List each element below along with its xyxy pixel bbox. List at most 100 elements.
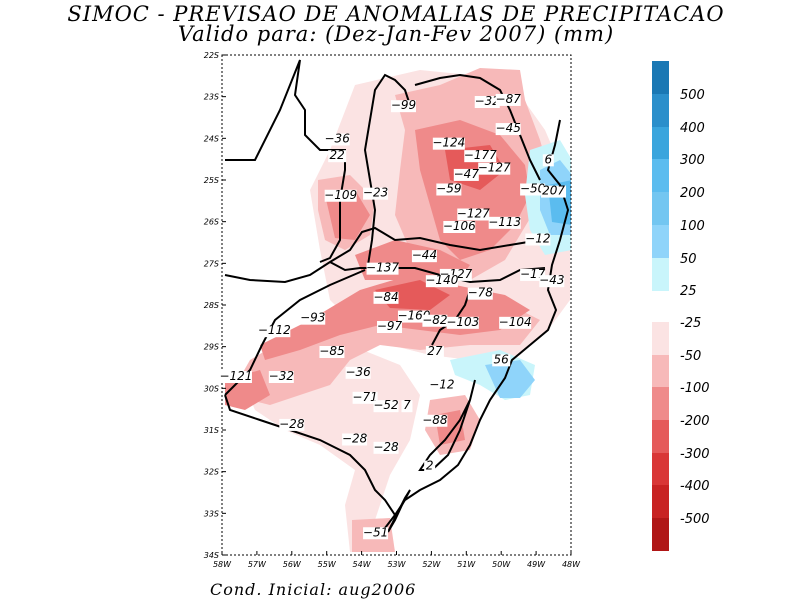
lat-tick-label: 26S	[204, 218, 219, 227]
contour-label-bg	[258, 325, 291, 338]
contour-label-bg	[352, 391, 378, 404]
colorbar-neg-1	[652, 322, 669, 355]
river-border-4	[224, 394, 396, 516]
contour-label-bg	[373, 400, 399, 413]
anomaly-region-dark-2	[260, 275, 530, 360]
contour-label-bg	[425, 275, 458, 288]
contour-label: −84	[373, 290, 398, 304]
colorbar-label-100: 100	[680, 219, 705, 234]
contour-label: −87	[496, 92, 522, 106]
colorbar-neg-4	[652, 420, 669, 453]
colorbar-label-neg50: -50	[680, 349, 701, 364]
contour-label-bg	[342, 433, 368, 446]
contour-label: 22	[330, 148, 345, 162]
colorbar-pos-5	[652, 192, 669, 225]
contour-label: −82	[422, 313, 447, 327]
contour-label-bg	[377, 321, 403, 333]
contour-label-bg	[541, 185, 567, 198]
contour-label: −12	[429, 377, 454, 391]
colorbar-neg-2	[652, 355, 669, 387]
contour-label-bg	[432, 137, 465, 150]
contour-label-bg	[268, 371, 294, 383]
initial-condition-note: Cond. Inicial: aug2006	[210, 580, 417, 599]
colorbar-label-neg300: -300	[680, 447, 710, 462]
contour-label: −140	[425, 273, 458, 287]
lat-tick-label: 23S	[204, 93, 219, 102]
contour-label: −32	[475, 94, 500, 108]
contour-label: −28	[342, 432, 368, 446]
contour-label: 6	[544, 152, 552, 166]
colorbar-pos-7	[652, 258, 669, 291]
contour-label: −78	[468, 286, 494, 300]
contour-label-bg	[488, 216, 521, 229]
anomaly-field	[224, 59, 571, 552]
contour-label-bg	[478, 162, 511, 175]
lon-tick-label: 55W	[318, 560, 337, 569]
contour-label: −85	[319, 344, 344, 358]
contour-label-bg	[425, 346, 444, 358]
contour-label: −113	[488, 215, 521, 229]
contour-label-bg	[492, 354, 511, 367]
colorbar-neg-6	[652, 485, 669, 518]
lon-tick-label: 51W	[457, 560, 476, 569]
contour-label-bg	[324, 133, 350, 146]
lon-tick-label: 58W	[213, 560, 232, 569]
colorbar-label-neg25: -25	[680, 316, 701, 331]
contour-label-bg	[495, 123, 521, 136]
contour-label: −121	[219, 369, 252, 383]
contour-label-bg	[373, 441, 399, 454]
contour-label: −44	[412, 248, 437, 262]
lat-tick-label: 31S	[204, 426, 219, 435]
state-border-1	[224, 226, 541, 284]
contour-label: −47	[454, 167, 480, 181]
contour-label-bg	[363, 527, 389, 540]
lon-tick-label: 50W	[492, 560, 511, 569]
lon-tick-label: 53W	[387, 560, 406, 569]
contour-label-bg	[464, 150, 497, 163]
contour-label-bg	[401, 400, 413, 413]
contour-label: −106	[443, 219, 476, 233]
contour-label-bg	[520, 268, 546, 281]
contour-label-bg	[219, 371, 252, 383]
contour-label: −71	[352, 390, 377, 404]
lat-tick-label: 28S	[204, 301, 219, 310]
contour-label: −127	[457, 207, 490, 221]
map-subtitle: Valido para: (Dez-Jan-Fev 2007) (mm)	[177, 22, 615, 46]
contour-label-bg	[300, 312, 326, 325]
contour-label: 27	[427, 344, 443, 358]
colorbar-label-400: 400	[680, 121, 705, 136]
lon-tick-label: 56W	[283, 560, 302, 569]
contour-label-bg	[467, 287, 493, 300]
lat-tick-label: 33S	[204, 509, 219, 518]
colorbar-neg-5	[652, 453, 669, 485]
contour-label-bg	[422, 314, 448, 327]
colorbar-label-300: 300	[680, 153, 705, 168]
contour-label-bg	[324, 189, 357, 202]
contour-label: −43	[539, 273, 564, 287]
contour-label: −177	[464, 148, 497, 162]
state-border-2	[225, 59, 346, 263]
contour-label: −59	[436, 182, 461, 196]
map-title: SIMOC - PREVISAO DE ANOMALIAS DE PRECIPI…	[67, 2, 725, 26]
lat-tick-label: 25S	[204, 176, 219, 185]
contour-label-bg	[279, 418, 305, 431]
contour-label: −137	[366, 261, 399, 275]
contour-label-bg	[422, 414, 448, 427]
contour-label: −32	[269, 369, 294, 383]
contour-label-bg	[345, 366, 371, 379]
contour-label: −28	[373, 440, 399, 454]
colorbar-pos-1	[652, 61, 669, 94]
lat-tick-label: 24S	[204, 134, 219, 143]
latitude-axis: 22S 23S 24S 25S 26S 27S 28S 29S 30S 31S 32S 33S 34S	[204, 51, 226, 560]
contour-label: −17	[520, 267, 546, 281]
contour-label: 56	[494, 352, 510, 366]
colorbar-label-50: 50	[680, 252, 697, 267]
colorbar-label-neg400: -400	[680, 479, 710, 494]
contour-label-bg	[366, 262, 399, 275]
contour-label-bg	[436, 183, 462, 196]
river-border-2	[414, 73, 541, 181]
lat-tick-label: 32S	[204, 468, 219, 477]
contour-label: −112	[258, 323, 291, 337]
